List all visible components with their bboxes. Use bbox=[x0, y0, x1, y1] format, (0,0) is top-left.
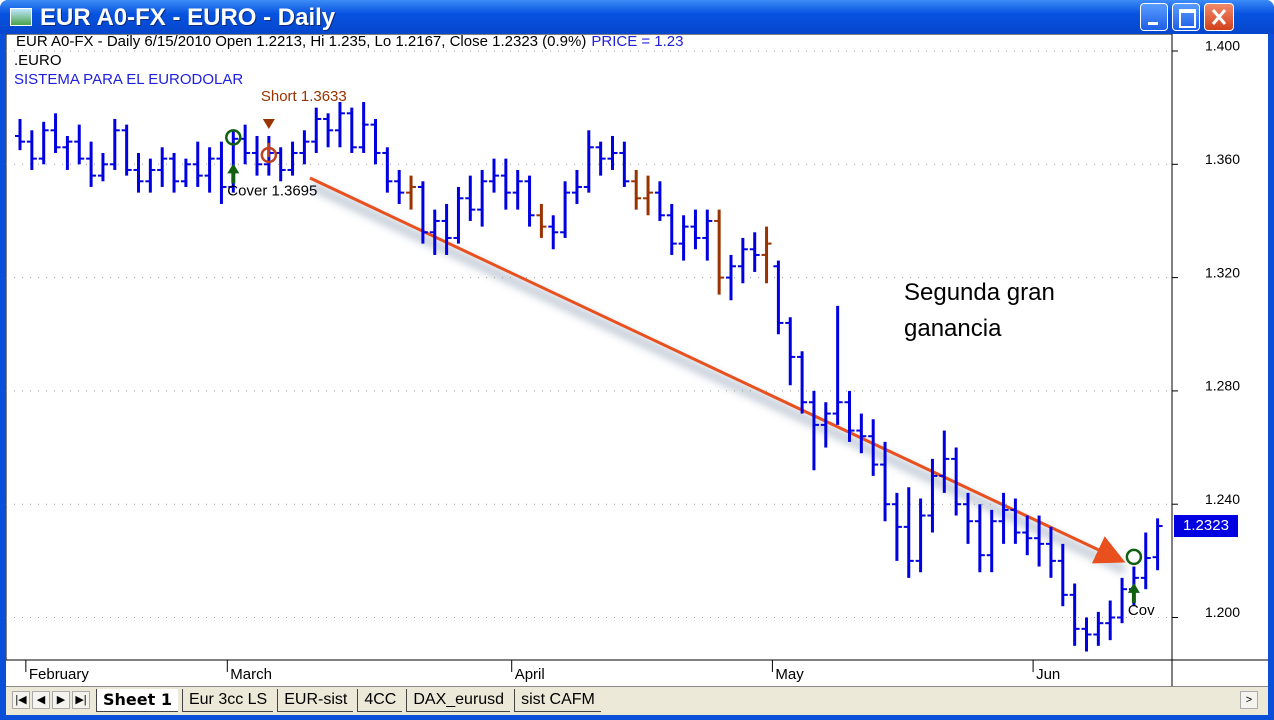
x-tick-label: Jun bbox=[1036, 666, 1060, 683]
sheet-tab[interactable]: Sheet 1 bbox=[96, 689, 178, 712]
trend-arrow bbox=[309, 176, 1126, 564]
close-button[interactable] bbox=[1204, 3, 1234, 31]
cover-label: Cover 1.3695 bbox=[227, 182, 317, 199]
sheet-tabs: |◀ ◀ ▶ ▶| Sheet 1 Eur 3cc LS EUR-sist 4CC DA… bbox=[6, 686, 1268, 715]
sheet-tab[interactable]: Eur 3cc LS bbox=[181, 689, 274, 712]
sheet-tab[interactable]: EUR-sist bbox=[277, 689, 354, 712]
x-tick-label: May bbox=[775, 666, 804, 683]
sheet-tab[interactable]: DAX_eurusd bbox=[406, 689, 511, 712]
y-tick-label: 1.240 bbox=[1205, 491, 1240, 507]
indicator: PRICE = 1.23 bbox=[591, 34, 683, 50]
last-sheet-button[interactable]: ▶| bbox=[72, 691, 90, 709]
first-sheet-button[interactable]: |◀ bbox=[12, 691, 30, 709]
y-tick-label: 1.400 bbox=[1205, 38, 1240, 54]
chart: EUR A0-FX - Daily 6/15/2010 Open 1.2213,… bbox=[5, 33, 1268, 686]
window-title: EUR A0-FX - EURO - Daily bbox=[40, 4, 336, 31]
cover-arrow bbox=[1127, 582, 1140, 603]
close-glyph bbox=[1211, 9, 1227, 25]
note-line: Segunda gran bbox=[904, 279, 1055, 306]
note-line: ganancia bbox=[904, 315, 1002, 342]
cover-arrow bbox=[227, 163, 240, 184]
short-label: Short 1.3633 bbox=[261, 88, 347, 105]
note-text: Segunda gran ganancia bbox=[904, 279, 1055, 342]
sheet-tab[interactable]: 4CC bbox=[357, 689, 403, 712]
cover-label: Cov bbox=[1128, 602, 1155, 619]
short-arrow bbox=[262, 118, 275, 129]
symbol: .EURO bbox=[14, 52, 62, 69]
app-icon bbox=[10, 8, 32, 26]
last-price: 1.2323 bbox=[1183, 517, 1229, 534]
y-tick-label: 1.280 bbox=[1205, 378, 1240, 394]
y-tick-label: 1.200 bbox=[1205, 604, 1240, 620]
cover-marker bbox=[225, 129, 242, 146]
last-price-box bbox=[1174, 515, 1238, 538]
system-name: SISTEMA PARA EL EURODOLAR bbox=[14, 71, 243, 88]
next-sheet-button[interactable]: ▶ bbox=[52, 691, 70, 709]
y-tick-label: 1.360 bbox=[1205, 151, 1240, 167]
prev-sheet-button[interactable]: ◀ bbox=[32, 691, 50, 709]
x-tick-label: March bbox=[230, 666, 272, 683]
scroll-right[interactable]: > bbox=[1240, 691, 1258, 709]
title-bar: EUR A0-FX - EURO - Daily bbox=[0, 0, 1274, 34]
info-text: EUR A0-FX - Daily 6/15/2010 Open 1.2213,… bbox=[16, 34, 586, 50]
sheet-tab[interactable]: sist CAFM bbox=[514, 689, 601, 712]
minimize-button[interactable] bbox=[1140, 3, 1168, 31]
chart-pane: EUR A0-FX - Daily 6/15/2010 Open 1.2213,… bbox=[5, 33, 1268, 714]
maximize-button[interactable] bbox=[1172, 3, 1200, 31]
y-tick-label: 1.320 bbox=[1205, 264, 1240, 280]
x-tick-label: February bbox=[29, 666, 90, 683]
info-line: EUR A0-FX - Daily 6/15/2010 Open 1.2213,… bbox=[16, 34, 684, 50]
cover-marker bbox=[1125, 548, 1143, 566]
x-tick-label: April bbox=[515, 666, 545, 683]
plot-area bbox=[5, 33, 1173, 661]
